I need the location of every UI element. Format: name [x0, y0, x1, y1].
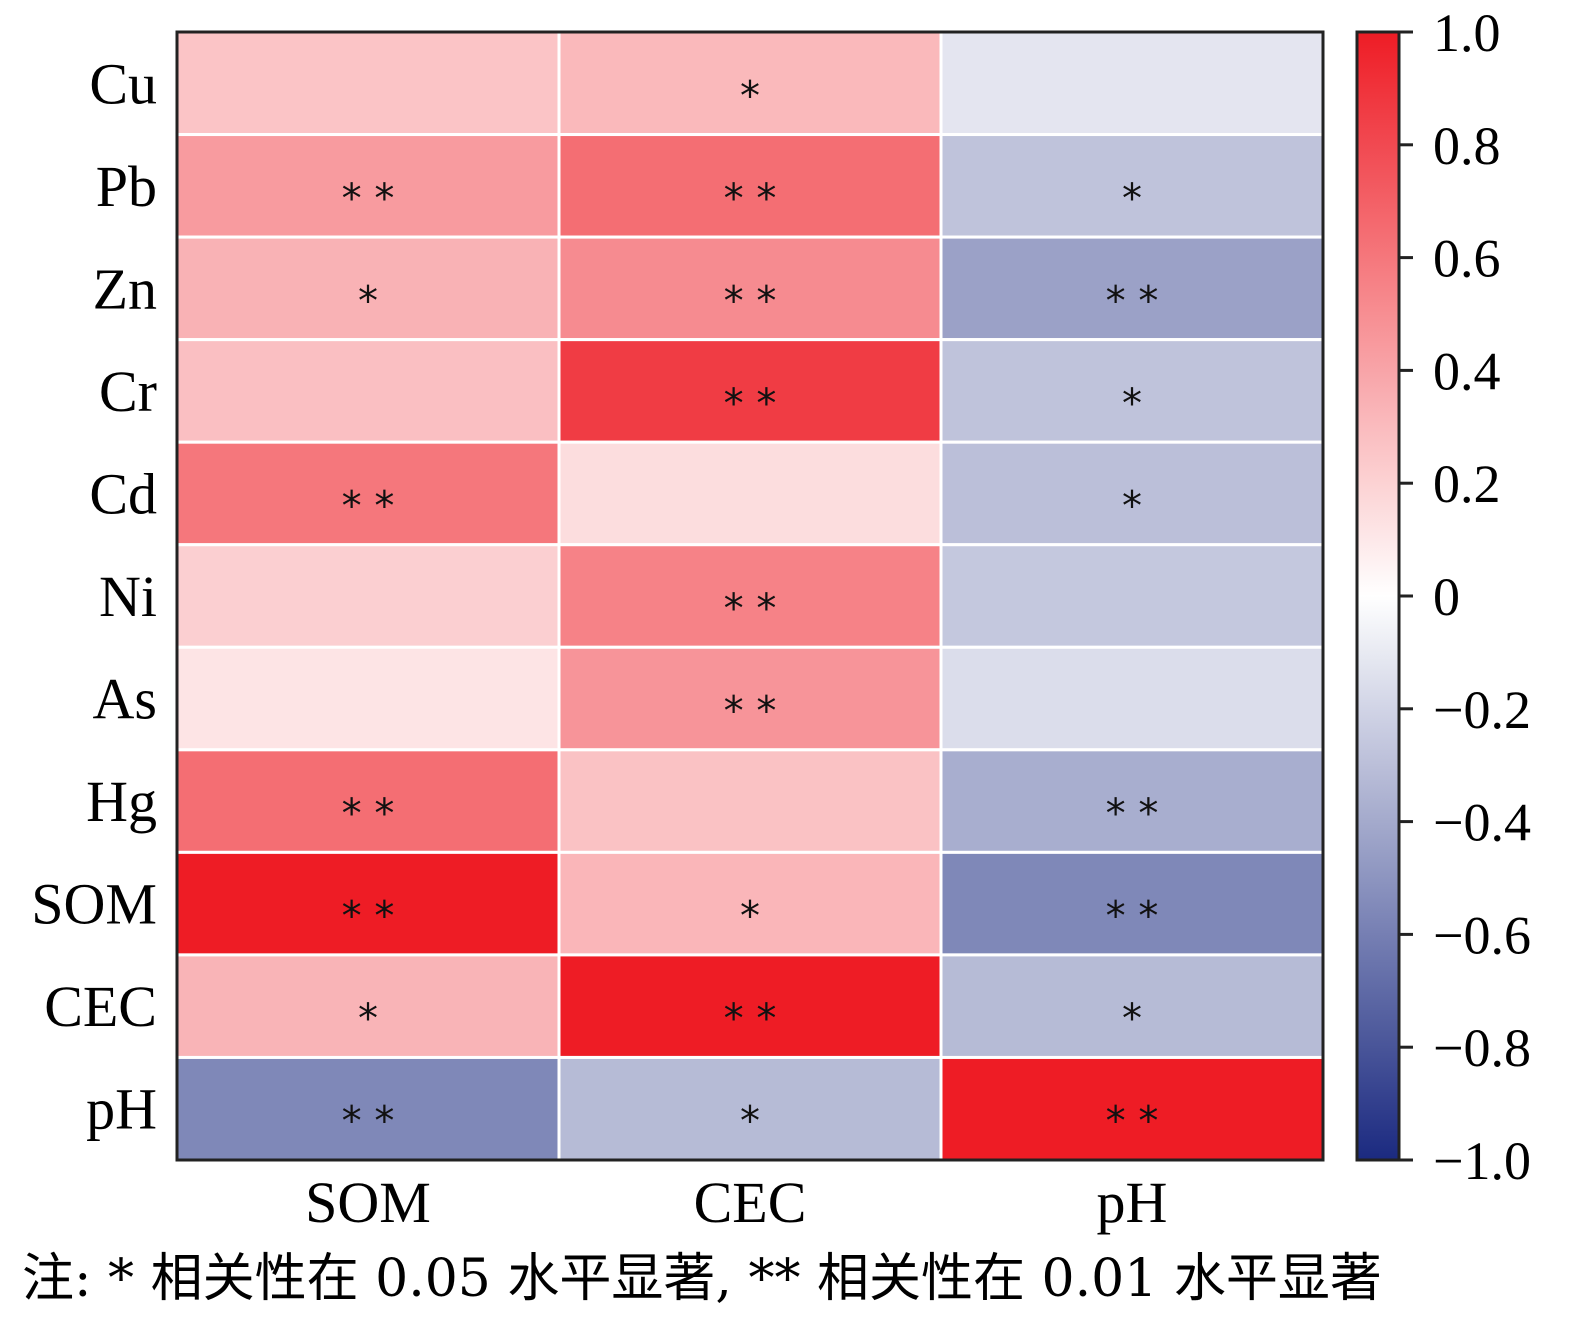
- plot-frame: [175, 30, 1325, 1162]
- colorbar-tick-label: 0.2: [1433, 454, 1501, 514]
- y-tick-label: Zn: [93, 256, 157, 321]
- heatmap-cell: [557, 953, 943, 1059]
- y-tick-label: Cr: [99, 359, 157, 424]
- x-tick-label: pH: [1097, 1170, 1168, 1235]
- y-tick-label: Cd: [89, 461, 157, 526]
- y-tick-label: As: [93, 667, 157, 732]
- significance-label: * *: [1106, 894, 1159, 940]
- heatmap-cell: [557, 543, 943, 649]
- heatmap-cell: [175, 953, 561, 1059]
- significance-label: *: [740, 73, 760, 119]
- y-tick-label: Cu: [89, 51, 157, 116]
- heatmap-cell: [175, 645, 561, 752]
- significance-label: * *: [724, 689, 777, 735]
- y-tick-label: CEC: [44, 974, 157, 1039]
- significance-label: * *: [342, 176, 395, 222]
- y-tick-label: Ni: [99, 564, 157, 629]
- heatmap-cell: [939, 850, 1325, 957]
- heatmap-cell: [175, 543, 561, 649]
- y-tick-label: Pb: [96, 154, 157, 219]
- heatmap-cell: [175, 133, 561, 239]
- heatmap-cell: [175, 30, 561, 137]
- significance-label: *: [1122, 483, 1142, 529]
- heatmap-cell: [557, 1055, 943, 1162]
- significance-label: *: [1122, 381, 1142, 427]
- heatmap-cell: [557, 748, 943, 854]
- heatmap-cell: [557, 338, 943, 444]
- heatmap-cell: [939, 645, 1325, 752]
- significance-label: *: [358, 996, 378, 1042]
- significance-label: *: [358, 278, 378, 324]
- significance-label: *: [1122, 176, 1142, 222]
- significance-label: * *: [724, 586, 777, 632]
- heatmap-cell: [557, 235, 943, 342]
- significance-label: * *: [342, 1099, 395, 1145]
- heatmap-cell: [939, 953, 1325, 1059]
- colorbar-tick-label: −0.2: [1433, 680, 1531, 740]
- colorbar: [1355, 30, 1401, 1162]
- colorbar-tick-label: −1.0: [1433, 1131, 1531, 1191]
- y-tick-label: pH: [86, 1077, 157, 1142]
- heatmap-cell: [557, 440, 943, 547]
- significance-label: * *: [1106, 1099, 1159, 1145]
- significance-label: * *: [342, 791, 395, 837]
- y-tick-label: Hg: [86, 769, 157, 834]
- colorbar-tick-label: 0.8: [1433, 116, 1501, 176]
- significance-label: * *: [1106, 278, 1159, 324]
- heatmap-cell: [175, 338, 561, 444]
- heatmap-cell: [175, 1055, 561, 1162]
- significance-label: * *: [724, 381, 777, 427]
- significance-label: *: [1122, 996, 1142, 1042]
- significance-label: * *: [1106, 791, 1159, 837]
- x-tick-label: SOM: [305, 1170, 431, 1235]
- heatmap-cell: [175, 748, 561, 854]
- colorbar-tick-label: −0.8: [1433, 1018, 1531, 1078]
- colorbar-tick-label: 0.4: [1433, 341, 1501, 401]
- heatmap-cell: [557, 30, 943, 137]
- significance-label: *: [740, 894, 760, 940]
- footnote: 注: * 相关性在 0.05 水平显著, ** 相关性在 0.01 水平显著: [22, 1249, 1382, 1309]
- colorbar-tick-label: 0.6: [1433, 229, 1501, 289]
- heatmap-cell: [557, 850, 943, 957]
- heatmap-cell: [939, 30, 1325, 137]
- colorbar-tick-label: −0.4: [1433, 793, 1531, 853]
- significance-label: * *: [342, 483, 395, 529]
- significance-label: * *: [724, 176, 777, 222]
- significance-label: * *: [724, 996, 777, 1042]
- significance-label: *: [740, 1099, 760, 1145]
- heatmap-cell: [939, 543, 1325, 649]
- x-tick-label: CEC: [694, 1170, 807, 1235]
- significance-label: * *: [342, 894, 395, 940]
- heatmap-cell: [175, 440, 561, 547]
- colorbar-tick-label: 0: [1433, 567, 1460, 627]
- significance-label: * *: [724, 278, 777, 324]
- colorbar-tick-label: 1.0: [1433, 3, 1501, 63]
- heatmap-cell: [557, 133, 943, 239]
- y-tick-label: SOM: [31, 872, 157, 937]
- colorbar-tick-label: −0.6: [1433, 905, 1531, 965]
